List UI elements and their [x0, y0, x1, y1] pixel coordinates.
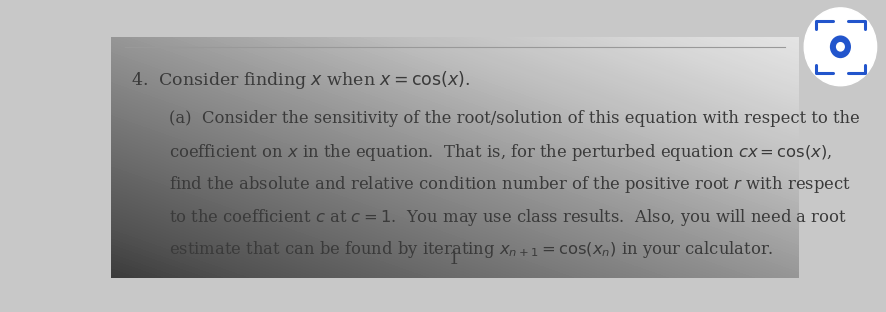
Text: 4.  Consider finding $x$ when $x = \cos(x)$.: 4. Consider finding $x$ when $x = \cos(x… [131, 69, 470, 91]
Circle shape [829, 36, 850, 58]
Text: estimate that can be found by iterating $x_{n+1} = \cos(x_n)$ in your calculator: estimate that can be found by iterating … [169, 239, 773, 260]
Text: (a)  Consider the sensitivity of the root/solution of this equation with respect: (a) Consider the sensitivity of the root… [169, 110, 859, 126]
Text: 1: 1 [449, 251, 459, 268]
Text: coefficient on $x$ in the equation.  That is, for the perturbed equation $cx = \: coefficient on $x$ in the equation. That… [169, 142, 832, 163]
Circle shape [835, 42, 844, 52]
Text: find the absolute and relative condition number of the positive root $r$ with re: find the absolute and relative condition… [169, 174, 851, 195]
Text: to the coefficient $c$ at $c = 1$.  You may use class results.  Also, you will n: to the coefficient $c$ at $c = 1$. You m… [169, 207, 846, 228]
Circle shape [804, 8, 875, 86]
